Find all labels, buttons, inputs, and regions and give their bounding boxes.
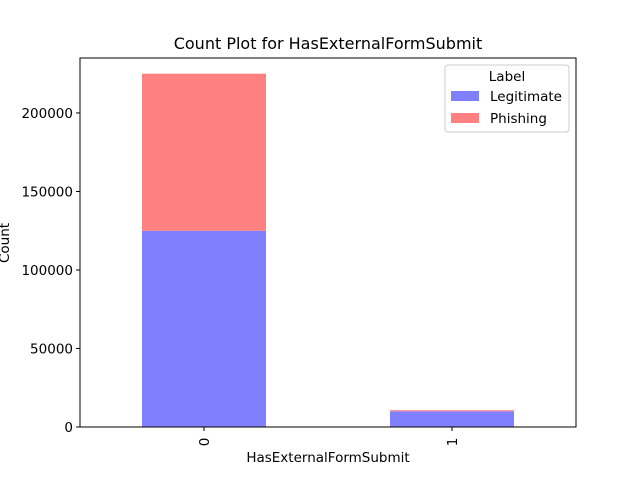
chart-title: Count Plot for HasExternalFormSubmit — [174, 34, 483, 53]
legend-label-legitimate: Legitimate — [490, 89, 562, 105]
y-axis-ticks: 0 50000 100000 150000 200000 — [21, 106, 80, 436]
legend-title: Label — [489, 69, 525, 85]
legend-swatch-legitimate — [451, 91, 479, 101]
y-tick-label: 50000 — [30, 341, 73, 357]
plot-frame — [79, 57, 577, 428]
x-axis-label: HasExternalFormSubmit — [246, 450, 409, 466]
y-tick-label: 0 — [64, 420, 73, 436]
y-tick-label: 150000 — [21, 184, 73, 200]
y-tick-label: 100000 — [21, 263, 73, 279]
bar-phishing-1 — [390, 410, 514, 412]
x-tick-label: 1 — [445, 438, 461, 447]
legend-label-phishing: Phishing — [490, 111, 547, 127]
bar-legitimate-1 — [390, 411, 514, 427]
bar-phishing-0 — [142, 73, 266, 231]
y-tick-label: 200000 — [21, 106, 73, 122]
legend-swatch-phishing — [451, 113, 479, 123]
y-axis-label: Count — [0, 223, 13, 263]
legend: Label Legitimate Phishing — [444, 64, 570, 133]
bar-group — [142, 73, 514, 427]
x-tick-label: 0 — [197, 438, 213, 447]
bar-legitimate-0 — [142, 230, 266, 427]
